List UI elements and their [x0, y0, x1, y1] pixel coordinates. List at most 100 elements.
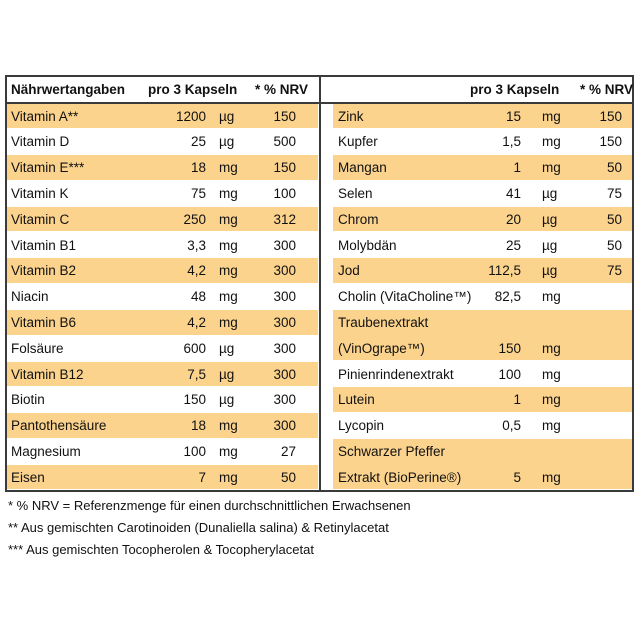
- row-shading: [333, 103, 632, 129]
- unit: mg: [542, 366, 561, 382]
- nutrient-name: Vitamin B1: [11, 237, 77, 253]
- amount: 0,5: [502, 418, 521, 434]
- amount: 1: [513, 160, 521, 176]
- nutrient-name: Folsäure: [11, 340, 64, 356]
- nutrient-name: Pinienrindenextrakt: [338, 366, 454, 382]
- unit: µg: [542, 185, 558, 201]
- nutrient-name: Chrom: [338, 211, 379, 227]
- nutrient-name: (VinOgrape™): [338, 340, 425, 356]
- nrv: 150: [273, 108, 296, 124]
- nrv: 300: [273, 418, 296, 434]
- footnote: * % NRV = Referenzmenge für einen durchs…: [8, 498, 411, 513]
- unit: µg: [219, 340, 235, 356]
- unit: µg: [219, 366, 235, 382]
- nrv: 300: [273, 314, 296, 330]
- nutrient-name: Lutein: [338, 392, 375, 408]
- amount: 4,2: [187, 314, 206, 330]
- nutrient-name: Vitamin K: [11, 185, 69, 201]
- row-shading: [333, 309, 632, 361]
- amount: 25: [505, 237, 521, 253]
- nutrient-name: Zink: [338, 108, 364, 124]
- nrv: 50: [606, 160, 622, 176]
- unit: mg: [542, 392, 561, 408]
- unit: mg: [219, 469, 238, 485]
- nrv: 75: [606, 263, 622, 279]
- nrv: 100: [273, 185, 296, 201]
- row-shading: [7, 361, 318, 387]
- row-shading: [333, 155, 632, 180]
- amount: 112,5: [488, 263, 521, 279]
- row-shading: [333, 258, 632, 284]
- nutrient-name: Vitamin A**: [11, 108, 79, 124]
- amount: 1: [513, 392, 521, 408]
- nutrient-name: Cholin (VitaCholine™): [338, 289, 472, 305]
- unit: mg: [542, 340, 561, 356]
- nutrient-name: Selen: [338, 185, 373, 201]
- unit: µg: [542, 237, 558, 253]
- table-frame: [5, 75, 634, 492]
- unit: mg: [219, 289, 238, 305]
- nrv: 50: [606, 211, 622, 227]
- nutrient-name: Vitamin B12: [11, 366, 84, 382]
- nutrient-name: Schwarzer Pfeffer: [338, 443, 446, 459]
- amount: 100: [498, 366, 521, 382]
- row-shading: [7, 155, 318, 180]
- amount: 15: [505, 108, 521, 124]
- amount: 7: [198, 469, 206, 485]
- amount: 4,2: [187, 263, 206, 279]
- amount: 20: [505, 211, 521, 227]
- nutrient-name: Vitamin C: [11, 211, 70, 227]
- unit: µg: [542, 211, 558, 227]
- unit: mg: [542, 160, 561, 176]
- amount: 3,3: [187, 237, 206, 253]
- nutrient-name: Eisen: [11, 469, 45, 485]
- unit: mg: [219, 160, 238, 176]
- nutrient-name: Vitamin B2: [11, 263, 77, 279]
- unit: mg: [219, 263, 238, 279]
- unit: µg: [219, 108, 235, 124]
- nrv: 300: [273, 366, 296, 382]
- unit: mg: [542, 289, 561, 305]
- unit: µg: [219, 392, 235, 408]
- amount: 48: [190, 289, 206, 305]
- amount: 250: [183, 211, 206, 227]
- nrv: 300: [273, 392, 296, 408]
- nutrient-name: Lycopin: [338, 418, 385, 434]
- nrv: 50: [280, 469, 296, 485]
- unit: mg: [542, 134, 561, 150]
- amount: 18: [190, 418, 206, 434]
- nutrient-name: Vitamin D: [11, 134, 70, 150]
- nrv: 500: [273, 134, 296, 150]
- unit: mg: [219, 418, 238, 434]
- amount: 82,5: [494, 289, 521, 305]
- amount: 18: [190, 160, 206, 176]
- unit: mg: [542, 418, 561, 434]
- nutrient-name: Magnesium: [11, 443, 81, 459]
- row-shading: [7, 206, 318, 232]
- unit: mg: [219, 443, 238, 459]
- header-cell: * % NRV: [255, 82, 309, 97]
- unit: mg: [219, 237, 238, 253]
- header-cell: pro 3 Kapseln: [148, 82, 238, 97]
- nutrient-name: Pantothensäure: [11, 418, 107, 434]
- nrv: 150: [599, 134, 622, 150]
- amount: 5: [513, 469, 521, 485]
- nutrient-name: Biotin: [11, 392, 45, 408]
- amount: 150: [183, 392, 206, 408]
- row-shading: [7, 309, 318, 335]
- row-shading: [7, 464, 318, 490]
- footnote: *** Aus gemischten Tocopherolen & Tocoph…: [8, 542, 314, 557]
- amount: 1200: [175, 108, 206, 124]
- nutrient-name: Molybdän: [338, 237, 397, 253]
- column-divider: [319, 77, 321, 490]
- unit: mg: [219, 185, 238, 201]
- row-shading: [7, 413, 318, 438]
- header-cell: pro 3 Kapseln: [470, 82, 560, 97]
- nutrient-name: Extrakt (BioPerine®): [338, 469, 462, 485]
- header-cell: Nährwertangaben: [11, 82, 126, 97]
- nutrient-name: Vitamin B6: [11, 314, 77, 330]
- nrv: 75: [606, 185, 622, 201]
- unit: mg: [542, 469, 561, 485]
- amount: 25: [190, 134, 206, 150]
